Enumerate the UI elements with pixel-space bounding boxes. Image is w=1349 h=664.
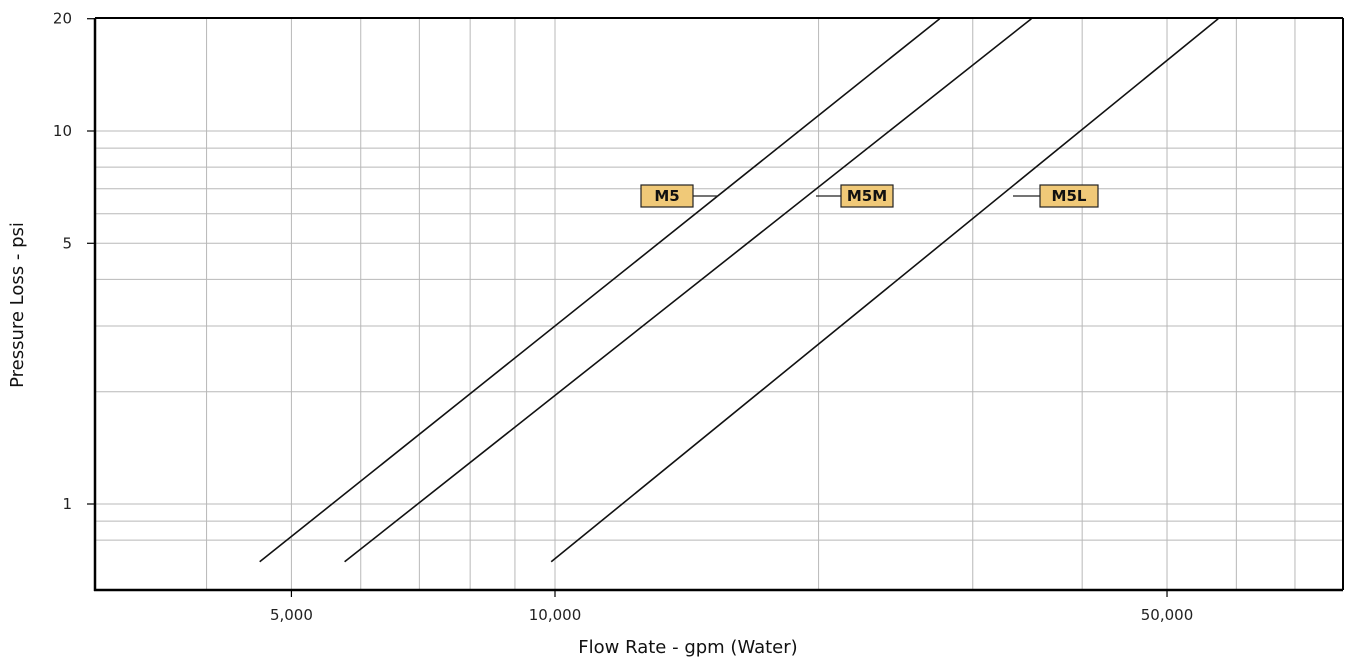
series-line-m5	[259, 18, 941, 563]
series-line-m5l	[550, 18, 1219, 563]
series-label-m5: M5	[654, 187, 679, 205]
series-label-box	[840, 184, 894, 208]
series-line-m5m	[344, 18, 1032, 563]
series-label-box	[1039, 184, 1099, 208]
x-axis-label: Flow Rate - gpm (Water)	[578, 637, 797, 658]
x-tick-label: 10,000	[529, 606, 582, 624]
series-labels: M5 M5M M5L	[640, 184, 1099, 208]
y-axis-ticks: 1 5 10 20	[53, 10, 95, 513]
y-tick-label: 5	[62, 234, 72, 252]
series-lines	[259, 18, 1219, 563]
x-tick-label: 5,000	[270, 606, 313, 624]
x-tick-label: 50,000	[1141, 606, 1194, 624]
series-label-m5l: M5L	[1052, 187, 1087, 205]
horizontal-gridlines	[95, 130, 1343, 541]
series-label-m5m: M5M	[847, 187, 887, 205]
y-axis-label: Pressure Loss - psi	[7, 222, 28, 388]
vertical-gridlines	[206, 18, 1296, 590]
plot-frame	[93, 17, 1344, 592]
y-tick-label: 1	[62, 495, 72, 513]
series-label-box	[640, 184, 694, 208]
y-tick-label: 10	[53, 122, 72, 140]
x-axis-ticks: 5,000 10,000 50,000	[270, 590, 1193, 624]
y-tick-label: 20	[53, 10, 72, 28]
